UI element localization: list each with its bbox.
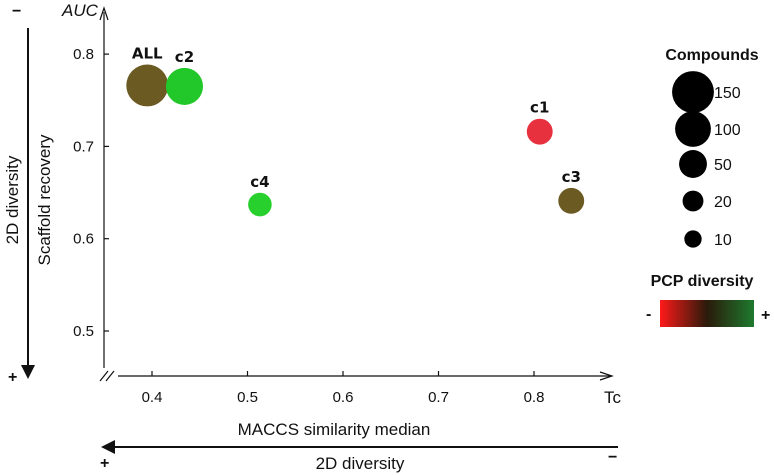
size-legend-value: 20 <box>714 194 732 211</box>
color-legend-min: - <box>646 306 651 323</box>
data-point-label: c3 <box>562 168 581 186</box>
axis-break-mark <box>105 370 115 382</box>
x-unit-label: Tc <box>604 388 622 407</box>
horizontal-arrow-right-symbol: − <box>608 449 617 466</box>
data-points: ALL c2 c1 c4 c3 <box>126 45 585 217</box>
size-legend: Compounds 150 100 50 20 10 <box>665 47 758 249</box>
plot-axes <box>99 6 614 382</box>
size-legend-circle <box>682 190 704 212</box>
color-legend: PCP diversity - + <box>646 273 770 327</box>
horizontal-diversity-arrow: + − 2D diversity <box>100 440 618 473</box>
x-tick-label: 0.5 <box>237 389 258 406</box>
horizontal-arrow-left-symbol: + <box>100 455 109 472</box>
x-tick-label: 0.7 <box>428 389 449 406</box>
vertical-arrow-label: 2D diversity <box>3 155 22 244</box>
x-axis-title: MACCS similarity median <box>238 420 431 439</box>
y-tick-label: 0.6 <box>73 231 94 248</box>
y-unit-label: AUC <box>61 1 99 20</box>
data-point-c4 <box>248 192 272 217</box>
x-tick-label: 0.6 <box>333 389 354 406</box>
data-point-label: c2 <box>175 48 194 66</box>
y-axis-title: Scaffold recovery <box>35 134 54 266</box>
size-legend-circle <box>684 230 702 248</box>
y-axis-arrowhead <box>99 6 109 21</box>
size-legend-value: 150 <box>714 85 741 102</box>
color-gradient-bar <box>660 300 754 327</box>
y-tick-label: 0.7 <box>73 138 94 155</box>
data-point-label: ALL <box>132 45 163 63</box>
vertical-diversity-arrow: − + 2D diversity <box>3 3 35 386</box>
data-point-c3 <box>558 187 585 214</box>
size-legend-circle <box>675 111 711 147</box>
color-legend-max: + <box>761 307 770 324</box>
data-point-all <box>126 64 169 107</box>
y-tick-label: 0.8 <box>73 46 94 63</box>
x-axis-arrowhead <box>599 371 614 381</box>
data-point-label: c1 <box>530 99 549 117</box>
x-tick-label: 0.8 <box>524 389 545 406</box>
axis-break-mark <box>99 370 109 382</box>
size-legend-title: Compounds <box>665 47 758 64</box>
vertical-arrow-top-symbol: − <box>12 3 21 20</box>
y-tick-label: 0.5 <box>73 323 94 340</box>
size-legend-value: 50 <box>714 157 732 174</box>
size-legend-circle <box>679 150 707 178</box>
size-legend-value: 10 <box>714 232 732 249</box>
y-tick-group: 0.5 0.6 0.7 0.8 <box>73 46 109 340</box>
data-point-c2 <box>165 67 204 105</box>
color-legend-title: PCP diversity <box>651 273 754 290</box>
vertical-arrow-bottom-symbol: + <box>8 369 17 386</box>
x-tick-group: 0.4 0.5 0.6 0.7 0.8 <box>142 371 545 406</box>
horizontal-arrow-label: 2D diversity <box>316 454 405 473</box>
x-tick-label: 0.4 <box>142 389 163 406</box>
size-legend-circle <box>672 71 714 113</box>
size-legend-value: 100 <box>714 122 741 139</box>
data-point-c1 <box>526 118 553 145</box>
data-point-label: c4 <box>250 173 269 191</box>
